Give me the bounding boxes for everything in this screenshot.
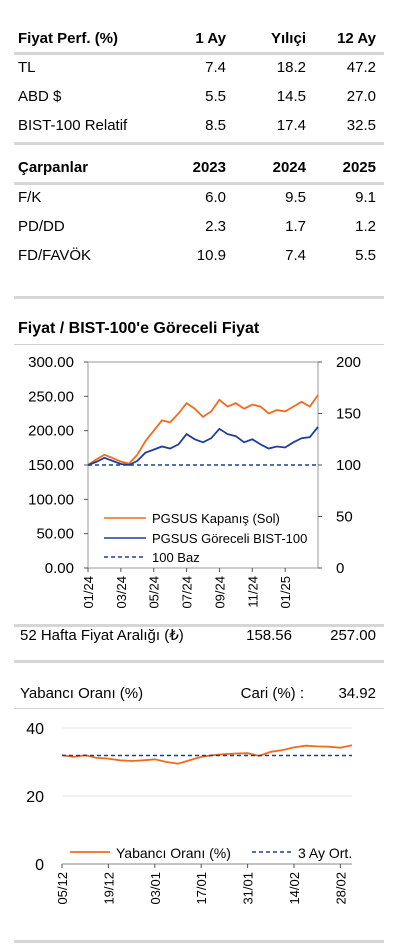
x-tick-label: 07/24 — [180, 576, 195, 609]
row-label: BIST-100 Relatif — [18, 117, 128, 134]
legend-label: PGSUS Göreceli BIST-100 — [152, 531, 307, 546]
legend-label: Yabancı Oranı (%) — [116, 845, 231, 861]
y-left-tick-label: 100.00 — [28, 491, 74, 508]
y-left-tick-label: 250.00 — [28, 388, 74, 405]
multiples-header-row: Çarpanlar 2023 2024 2025 — [0, 156, 400, 180]
y-left-tick-label: 150.00 — [28, 457, 74, 474]
cell: 1.2 — [355, 218, 376, 235]
cell: 10.9 — [196, 247, 226, 264]
section-divider — [14, 660, 384, 663]
x-tick-label: 31/01 — [241, 872, 256, 905]
cell: 7.4 — [205, 59, 226, 76]
cell: 14.5 — [276, 88, 306, 105]
legend-label: PGSUS Kapanış (Sol) — [152, 511, 280, 526]
price-range-row: 52 Hafta Fiyat Aralığı (₺) 158.56 257.00 — [18, 624, 376, 648]
table-row: ABD $ 5.5 14.5 27.0 — [0, 85, 400, 109]
chart1-title-rule — [14, 344, 384, 345]
price-range-high: 257.00 — [330, 627, 376, 644]
cell: 6.0 — [205, 189, 226, 206]
x-tick-label: 14/02 — [287, 872, 302, 905]
multiples-header-label: Çarpanlar — [18, 159, 89, 176]
perf-header-ytd: Yılıçi — [270, 30, 306, 47]
y-left-tick-label: 0.00 — [45, 560, 74, 577]
cell: 47.2 — [346, 59, 376, 76]
x-tick-label: 03/01 — [148, 872, 163, 905]
foreign-ratio-chart: 0 20 40 05/12 19/12 03/01 17/01 31/01 14/02 28/02… — [26, 721, 353, 905]
multiples-header-2023: 2023 — [192, 159, 226, 176]
perf-header-label: Fiyat Perf. (%) — [18, 30, 119, 47]
table-row: TL 7.4 18.2 47.2 — [0, 56, 400, 80]
x-tick-label: 03/24 — [114, 576, 129, 609]
cell: 9.1 — [355, 189, 376, 206]
y-left-tick-label: 50.00 — [36, 526, 74, 543]
y-left-tick-label: 300.00 — [28, 354, 74, 371]
y-left-tick-label: 200.00 — [28, 423, 74, 440]
multiples-header-2025: 2025 — [342, 159, 376, 176]
row-label: TL — [18, 59, 36, 76]
foreign-ratio-row: Yabancı Oranı (%) Cari (%) : 34.92 — [18, 682, 376, 706]
cell: 17.4 — [276, 117, 306, 134]
price-chart: 0.00 50.00 100.00 150.00 200.00 250.00 300.00 0… — [28, 354, 361, 609]
series-line — [87, 426, 319, 466]
current-ratio-value: 34.92 — [338, 685, 376, 702]
chart1-title: Fiyat / BIST-100'e Göreceli Fiyat — [18, 320, 260, 337]
multiples-header-2024: 2024 — [272, 159, 306, 176]
section-divider — [14, 142, 384, 145]
section-divider — [14, 940, 384, 943]
cell: 7.4 — [285, 247, 306, 264]
perf-header-rule — [14, 52, 384, 55]
cell: 18.2 — [276, 59, 306, 76]
y-right-tick-label: 150 — [336, 406, 361, 423]
multiples-header-rule — [14, 182, 384, 185]
cell: 5.5 — [355, 247, 376, 264]
cell: 27.0 — [346, 88, 376, 105]
row-label: F/K — [18, 189, 42, 206]
table-row: FD/FAVÖK 10.9 7.4 5.5 — [0, 244, 400, 268]
cell: 8.5 — [205, 117, 226, 134]
table-row: PD/DD 2.3 1.7 1.2 — [0, 215, 400, 239]
x-tick-label: 01/25 — [278, 576, 293, 609]
y-right-tick-label: 50 — [336, 509, 353, 526]
series-line — [87, 394, 319, 466]
legend-label: 100 Baz — [152, 550, 200, 565]
section-divider — [14, 624, 384, 627]
foreign-ratio-label: Yabancı Oranı (%) — [20, 685, 144, 702]
row-label: FD/FAVÖK — [18, 247, 92, 264]
legend-label: 3 Ay Ort. — [298, 845, 352, 861]
perf-header-1m: 1 Ay — [195, 30, 226, 47]
series-line — [61, 744, 353, 765]
x-tick-label: 05/12 — [55, 872, 70, 905]
row-label: PD/DD — [18, 218, 65, 235]
x-tick-label: 11/24 — [245, 576, 260, 608]
y-tick-label: 20 — [26, 789, 44, 806]
perf-header-row: Fiyat Perf. (%) 1 Ay Yılıçi 12 Ay — [0, 27, 400, 51]
cell: 5.5 — [205, 88, 226, 105]
x-tick-label: 28/02 — [333, 872, 348, 905]
section-divider — [14, 296, 384, 299]
cell: 1.7 — [285, 218, 306, 235]
current-ratio-label: Cari (%) : — [240, 685, 304, 702]
x-tick-label: 01/24 — [81, 576, 96, 609]
cell: 32.5 — [346, 117, 376, 134]
y-right-tick-label: 0 — [336, 560, 344, 577]
cell: 9.5 — [285, 189, 306, 206]
y-right-tick-label: 100 — [336, 457, 361, 474]
x-tick-label: 17/01 — [194, 872, 209, 905]
price-range-label: 52 Hafta Fiyat Aralığı (₺) — [20, 627, 184, 644]
y-tick-label: 40 — [26, 721, 44, 738]
table-row: BIST-100 Relatif 8.5 17.4 32.5 — [0, 114, 400, 138]
y-right-tick-label: 200 — [336, 354, 361, 371]
cell: 2.3 — [205, 218, 226, 235]
table-row: F/K 6.0 9.5 9.1 — [0, 186, 400, 210]
price-range-low: 158.56 — [246, 627, 292, 644]
x-tick-label: 05/24 — [147, 576, 162, 609]
foreign-title-rule — [14, 708, 384, 709]
x-tick-label: 19/12 — [101, 872, 116, 905]
row-label: ABD $ — [18, 88, 62, 105]
perf-header-12m: 12 Ay — [337, 30, 376, 47]
y-tick-label: 0 — [35, 857, 44, 874]
x-tick-label: 09/24 — [212, 576, 227, 609]
